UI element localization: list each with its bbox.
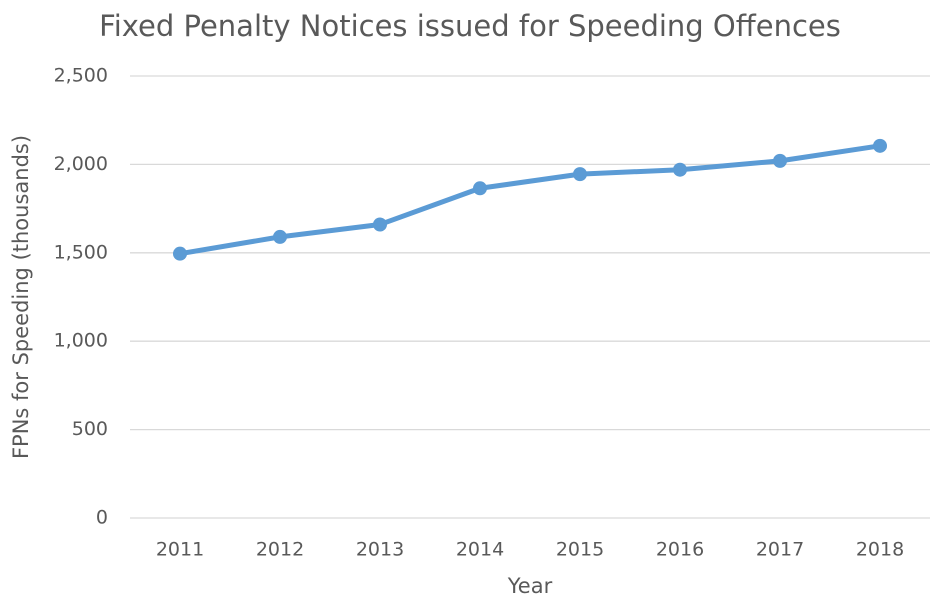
marker (773, 153, 787, 168)
marker (573, 167, 587, 182)
y-tick-label: 0 (96, 507, 108, 529)
y-axis-label: FPNs for Speeding (thousands) (9, 135, 33, 459)
marker (373, 217, 387, 232)
marker (173, 246, 187, 261)
y-tick-label: 500 (72, 418, 108, 440)
x-tick-label: 2012 (256, 539, 304, 561)
marker (273, 229, 287, 244)
chart-title: Fixed Penalty Notices issued for Speedin… (99, 9, 841, 43)
x-tick-label: 2015 (556, 539, 604, 561)
x-tick-label: 2017 (756, 539, 804, 561)
x-tick-label: 2014 (456, 539, 504, 561)
x-tick-label: 2013 (356, 539, 404, 561)
line (177, 143, 883, 257)
y-tick-label: 2,000 (54, 153, 108, 175)
marker (473, 181, 487, 196)
x-tick-label: 2018 (856, 539, 904, 561)
y-tick-label: 2,500 (54, 65, 108, 87)
x-tick-label: 2011 (156, 539, 204, 561)
x-tick-label: 2016 (656, 539, 704, 561)
y-tick-label: 1,000 (54, 330, 108, 352)
y-tick-label: 1,500 (54, 241, 108, 263)
marker (673, 162, 687, 177)
x-axis-label: Year (507, 574, 553, 598)
marker (873, 138, 887, 153)
